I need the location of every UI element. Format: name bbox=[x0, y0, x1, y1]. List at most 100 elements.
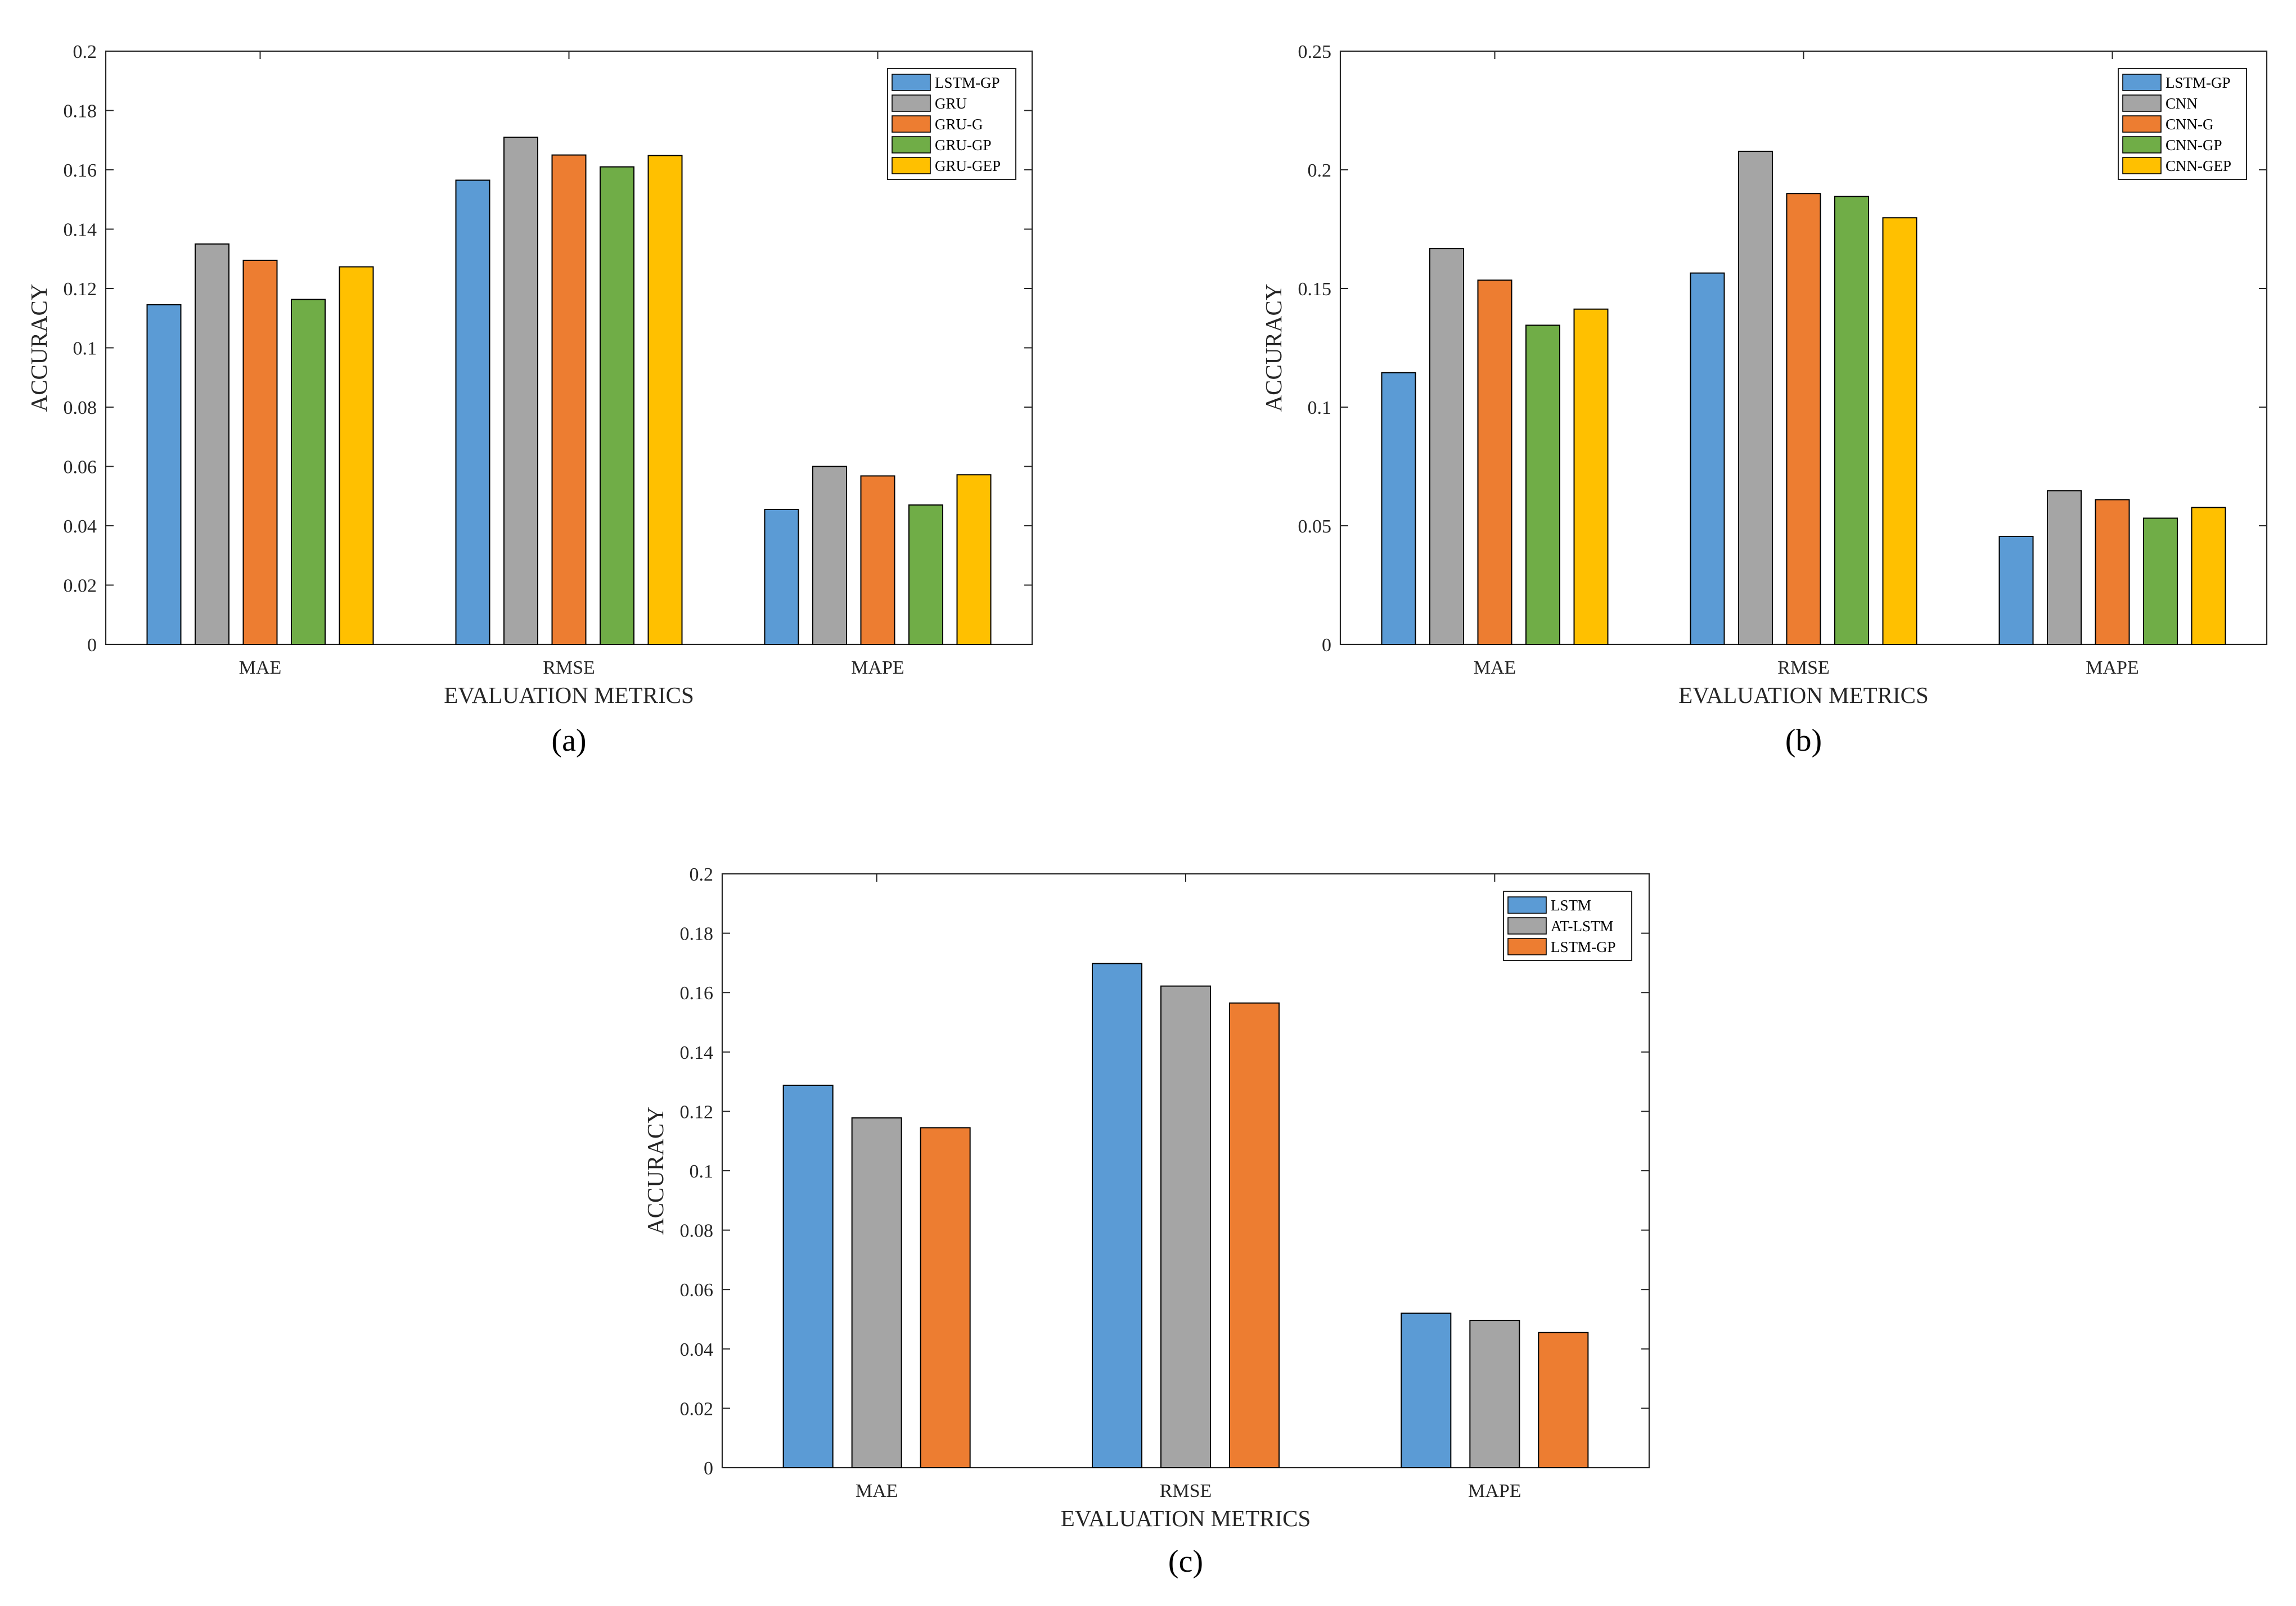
y-tick-label: 0.2 bbox=[1308, 160, 1332, 181]
bar-gru-gep-rmse bbox=[647, 155, 683, 645]
bar-lstm-rmse bbox=[1092, 963, 1142, 1469]
y-tick-label: 0.14 bbox=[64, 220, 97, 241]
y-tick-label: 0.1 bbox=[1308, 398, 1332, 418]
bar-lstm-gp-rmse bbox=[455, 179, 490, 645]
y-tick-label: 0.05 bbox=[1298, 516, 1332, 537]
bar-cnn-g-rmse bbox=[1786, 193, 1821, 645]
x-axis-label: EVALUATION METRICS bbox=[444, 682, 694, 708]
bar-at-lstm-mae bbox=[851, 1117, 902, 1468]
bar-lstm-mae bbox=[782, 1084, 834, 1469]
legend-swatch bbox=[2122, 74, 2162, 91]
bar-lstm-gp-mape bbox=[764, 508, 799, 645]
bar-cnn-gp-rmse bbox=[1834, 196, 1869, 646]
panel-label: (a) bbox=[551, 723, 586, 758]
x-axis-label: EVALUATION METRICS bbox=[1678, 682, 1929, 708]
legend-swatch bbox=[2122, 115, 2162, 133]
legend-label: CNN-G bbox=[2166, 116, 2214, 133]
y-tick-label: 0.14 bbox=[680, 1043, 714, 1063]
legend-swatch bbox=[1507, 917, 1547, 935]
panel-label: (b) bbox=[1785, 723, 1822, 758]
bar-cnn-gp-mae bbox=[1525, 324, 1560, 645]
bar-gru-rmse bbox=[503, 136, 538, 646]
legend-label: LSTM bbox=[1551, 897, 1591, 914]
y-tick-label: 0.16 bbox=[680, 983, 714, 1004]
legend-label: CNN-GP bbox=[2166, 137, 2222, 154]
panel-label: (c) bbox=[1168, 1544, 1203, 1579]
legend-label: GRU-G bbox=[935, 116, 983, 133]
y-tick-label: 0.1 bbox=[73, 339, 97, 359]
y-tick-label: 0.04 bbox=[64, 516, 97, 537]
y-tick-label: 0.2 bbox=[690, 864, 714, 885]
bar-cnn-mae bbox=[1429, 248, 1464, 645]
bar-cnn-g-mae bbox=[1477, 279, 1512, 646]
y-tick-label: 0.12 bbox=[680, 1102, 714, 1122]
y-tick-label: 0.02 bbox=[64, 576, 97, 597]
y-tick-label: 0.06 bbox=[64, 457, 97, 478]
y-tick-label: 0.02 bbox=[680, 1399, 714, 1419]
bar-gru-gep-mae bbox=[339, 266, 374, 645]
legend-label: GRU bbox=[935, 95, 967, 112]
y-tick-label: 0.18 bbox=[680, 924, 714, 945]
legend-swatch bbox=[1507, 938, 1547, 955]
x-tick-label: MAPE bbox=[1468, 1481, 1521, 1501]
bar-cnn-gep-rmse bbox=[1882, 217, 1917, 645]
x-tick-label: RMSE bbox=[1777, 657, 1830, 678]
bar-at-lstm-mape bbox=[1469, 1320, 1520, 1469]
legend-swatch bbox=[2122, 157, 2162, 174]
chart-panel-a: 0 0.02 0.04 0.06 0.08 0.1 0.12 0.14 0.16 0.18 0.2 M… bbox=[26, 42, 1033, 758]
bar-lstm-gp-rmse bbox=[1229, 1002, 1280, 1469]
y-axis-label: ACCURACY bbox=[1260, 284, 1286, 412]
bar-cnn-gep-mape bbox=[2191, 507, 2226, 645]
legend-swatch bbox=[892, 74, 931, 91]
y-tick-label: 0 bbox=[704, 1458, 713, 1479]
bar-cnn-g-mape bbox=[2095, 499, 2130, 646]
x-tick-label: RMSE bbox=[1160, 1481, 1212, 1501]
bar-lstm-gp-mae bbox=[146, 304, 182, 645]
legend-swatch bbox=[2122, 94, 2162, 112]
legend-swatch bbox=[1507, 896, 1547, 914]
y-tick-label: 0 bbox=[1322, 635, 1331, 656]
bar-at-lstm-rmse bbox=[1160, 985, 1211, 1468]
y-tick-label: 0 bbox=[87, 635, 97, 656]
y-axis-label: ACCURACY bbox=[26, 284, 52, 412]
legend: LSTM-GP CNN CNN-G CNN-GP CNN-GEP bbox=[2118, 68, 2247, 180]
legend-label: GRU-GP bbox=[935, 137, 992, 154]
legend-swatch bbox=[892, 94, 931, 112]
y-tick-label: 0.08 bbox=[680, 1221, 714, 1242]
bar-gru-mae bbox=[195, 243, 229, 645]
legend-label: CNN-GEP bbox=[2166, 157, 2231, 174]
bar-cnn-rmse bbox=[1738, 151, 1773, 646]
legend-label: LSTM-GP bbox=[1551, 939, 1616, 955]
y-tick-label: 0.1 bbox=[690, 1161, 714, 1182]
chart-panel-b: 0 0.05 0.1 0.15 0.2 0.25 MAE RMSE MAPE EVALUATION… bbox=[1260, 42, 2268, 758]
bar-gru-gp-mae bbox=[291, 299, 326, 645]
legend-label: GRU-GEP bbox=[935, 157, 1001, 174]
bar-lstm-gp-mae bbox=[1381, 372, 1416, 645]
legend-swatch bbox=[892, 157, 931, 174]
legend: LSTM-GP GRU GRU-G GRU-GP GRU-GEP bbox=[887, 68, 1016, 180]
legend-swatch bbox=[2122, 136, 2162, 154]
y-tick-label: 0.25 bbox=[1298, 42, 1332, 62]
y-tick-label: 0.2 bbox=[73, 42, 97, 62]
legend-label: LSTM-GP bbox=[935, 74, 1000, 91]
y-tick-label: 0.18 bbox=[64, 101, 97, 122]
bar-cnn-mape bbox=[2047, 490, 2082, 645]
x-tick-label: MAE bbox=[856, 1481, 898, 1501]
legend-label: LSTM-GP bbox=[2166, 74, 2231, 91]
bar-gru-gp-mape bbox=[908, 504, 943, 646]
legend-swatch bbox=[892, 115, 931, 133]
x-tick-label: MAPE bbox=[851, 657, 904, 678]
legend-label: AT-LSTM bbox=[1551, 918, 1614, 935]
x-tick-label: MAE bbox=[239, 657, 282, 678]
legend-label: CNN bbox=[2166, 95, 2198, 112]
y-tick-label: 0.16 bbox=[64, 160, 97, 181]
bar-lstm-gp-mae bbox=[920, 1127, 971, 1468]
x-axis-label: EVALUATION METRICS bbox=[1061, 1505, 1311, 1531]
y-axis-label: ACCURACY bbox=[642, 1107, 668, 1235]
y-tick-label: 0.15 bbox=[1298, 279, 1332, 300]
legend-swatch bbox=[892, 136, 931, 154]
bar-gru-gep-mape bbox=[956, 474, 992, 646]
bar-lstm-mape bbox=[1401, 1312, 1452, 1468]
